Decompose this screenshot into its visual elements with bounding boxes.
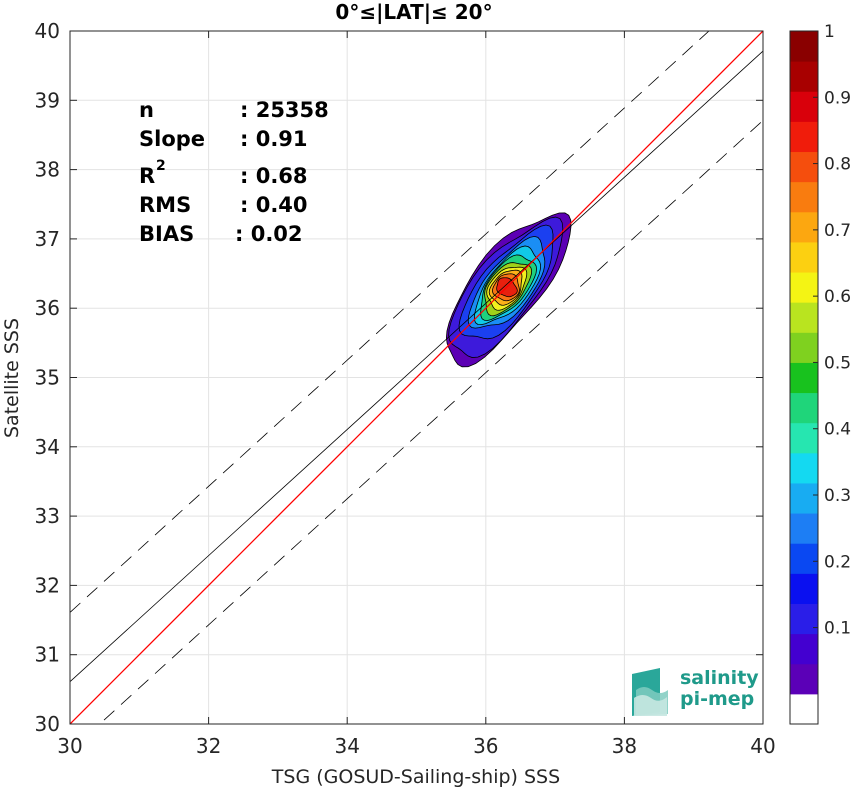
stat-r2-label: R [139, 164, 155, 188]
regression-line [70, 50, 763, 683]
stat-r2-value: : 0.68 [240, 164, 308, 188]
stat-n-value: : 25358 [240, 98, 329, 122]
colorbar-segment [790, 362, 818, 394]
y-axis-title: Satellite SSS [1, 318, 23, 438]
y-tick-label: 39 [35, 88, 60, 112]
y-tick-label: 30 [35, 712, 60, 736]
stat-slope-label: Slope [139, 127, 205, 151]
colorbar-segment [790, 181, 818, 213]
y-tick-label: 34 [35, 435, 60, 459]
colorbar-segment [790, 452, 818, 484]
colorbar-segment [790, 392, 818, 424]
x-axis-title: TSG (GOSUD-Sailing-ship) SSS [271, 766, 560, 788]
x-tick-label: 36 [473, 734, 498, 758]
reference-lines [70, 31, 763, 724]
colorbar-tick-label: 0.9 [824, 88, 851, 108]
colorbar-frame [789, 30, 819, 725]
fit-upper-dashed-line [70, 31, 710, 613]
colorbar-segment [790, 272, 818, 303]
x-axis-ticks: 30 32 34 36 38 40 [57, 31, 776, 758]
colorbar-tick-label: 0.4 [824, 420, 851, 440]
colorbar-segment [790, 121, 818, 153]
stat-r2-sup: 2 [156, 158, 166, 174]
colorbar-tick-label: 0.7 [824, 221, 851, 241]
fit-lower-dashed-line [99, 120, 763, 724]
identity-line [70, 31, 763, 724]
logo-line2: pi-mep [680, 688, 754, 710]
y-tick-label: 40 [35, 19, 60, 43]
colorbar-tick-label: 0.8 [824, 155, 851, 175]
colorbar [790, 31, 818, 725]
y-tick-label: 37 [35, 227, 60, 251]
colorbar-segment [790, 663, 818, 695]
colorbar-segment [790, 573, 818, 604]
x-tick-label: 32 [196, 734, 221, 758]
colorbar-segment [790, 543, 818, 574]
y-axis-ticks: 30 31 32 33 34 35 36 37 38 39 40 [35, 19, 763, 736]
y-tick-label: 32 [35, 573, 60, 597]
logo-wave-icon [632, 668, 668, 716]
x-tick-label: 40 [750, 734, 775, 758]
colorbar-segment [790, 211, 818, 243]
colorbar-segment [790, 151, 818, 183]
x-tick-label: 38 [612, 734, 637, 758]
y-tick-label: 36 [35, 296, 60, 320]
colorbar-segment [790, 91, 818, 122]
colorbar-labels: 0.1 0.2 0.3 0.4 0.5 0.6 0.7 0.8 0.9 1 [813, 22, 851, 639]
colorbar-segment [790, 422, 818, 454]
colorbar-tick-label: 0.3 [824, 486, 851, 506]
salinity-pimep-logo: salinity pi-mep [632, 667, 759, 716]
statistics-block: n : 25358 Slope : 0.91 R 2 : 0.68 RMS : … [139, 98, 329, 246]
colorbar-segment [790, 31, 818, 62]
colorbar-tick-label: 0.6 [824, 287, 851, 307]
colorbar-segment [790, 633, 818, 665]
colorbar-segment [790, 61, 818, 92]
chart-title: 0°≤|LAT|≤ 20° [335, 0, 492, 24]
colorbar-segment [790, 513, 818, 544]
y-tick-label: 35 [35, 366, 60, 390]
stat-slope-value: : 0.91 [240, 127, 308, 151]
y-tick-label: 31 [35, 643, 60, 667]
x-tick-label: 34 [334, 734, 359, 758]
colorbar-tick-label: 0.1 [824, 619, 851, 639]
colorbar-segment [790, 482, 818, 514]
colorbar-tick-label: 1 [824, 22, 835, 42]
stat-rms-value: : 0.40 [240, 193, 308, 217]
stat-n-label: n [139, 98, 154, 122]
colorbar-tick-label: 0.2 [824, 552, 851, 572]
stat-bias-label: BIAS [139, 222, 194, 246]
stat-bias-value: : 0.02 [235, 222, 303, 246]
colorbar-segment [790, 241, 818, 273]
colorbar-segment [790, 332, 818, 363]
y-tick-label: 38 [35, 158, 60, 182]
colorbar-segment [790, 302, 818, 333]
colorbar-segment [790, 603, 818, 635]
logo-line1: salinity [680, 667, 759, 689]
grid-lines [69, 30, 764, 725]
stat-rms-label: RMS [139, 193, 191, 217]
colorbar-segment [790, 693, 818, 725]
y-tick-label: 33 [35, 504, 60, 528]
x-tick-label: 30 [57, 734, 82, 758]
colorbar-tick-label: 0.5 [824, 353, 851, 373]
